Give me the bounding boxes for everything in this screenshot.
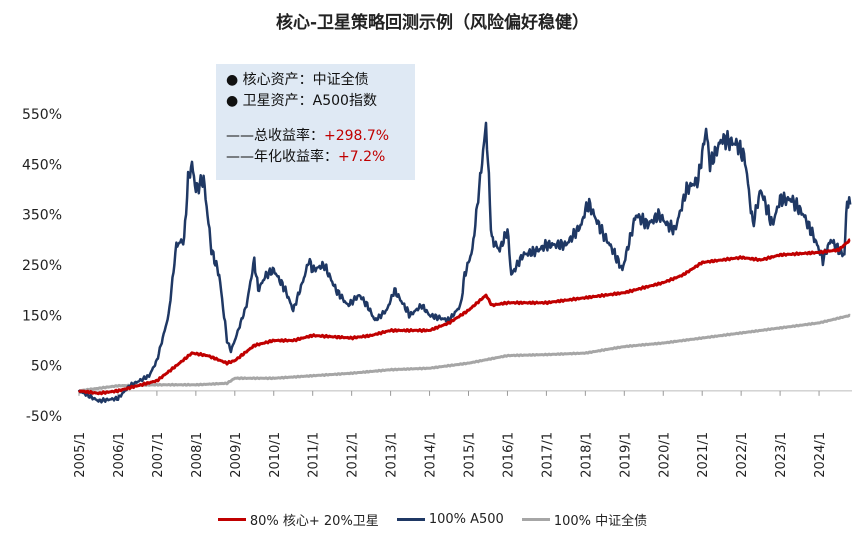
series-line-portfolio	[77, 238, 851, 396]
x-tick-label: 2006/1	[112, 432, 127, 478]
chart-title: 核心-卫星策略回测示例（风险偏好稳健）	[275, 13, 590, 33]
y-tick-label: 50%	[31, 359, 62, 375]
x-tick-label: 2009/1	[229, 432, 244, 478]
legend-label: 100% 中证全债	[553, 514, 648, 529]
legend-item-portfolio: 80% 核心+ 20%卫星	[217, 510, 379, 529]
core-asset-note: ● 核心资产：中证全债	[226, 72, 369, 88]
legend-label: 80% 核心+ 20%卫星	[249, 514, 379, 529]
x-tick-label: 2014/1	[424, 432, 439, 478]
x-tick-label: 2023/1	[774, 432, 789, 478]
x-tick-label: 2024/1	[813, 432, 828, 478]
legend-item-a500: 100% A500	[396, 510, 504, 529]
x-tick-label: 2005/1	[73, 432, 88, 478]
x-tick-label: 2008/1	[190, 432, 205, 478]
x-tick-label: 2010/1	[268, 432, 283, 478]
x-tick-label: 2016/1	[501, 432, 516, 478]
total-return-value: +298.7%	[324, 128, 390, 144]
info-box: ● 核心资产：中证全债 ● 卫星资产：A500指数 ——总收益率：+298.7%…	[216, 64, 415, 180]
x-tick-label: 2013/1	[385, 432, 400, 478]
y-tick-label: 450%	[22, 157, 62, 173]
legend-swatch	[521, 518, 550, 521]
x-tick-label: 2019/1	[618, 432, 633, 478]
legend-item-bond: 100% 中证全债	[521, 510, 648, 529]
x-tick-label: 2017/1	[540, 432, 555, 478]
x-tick-label: 2022/1	[735, 432, 750, 478]
total-return-label: ——总收益率：	[226, 128, 324, 144]
series-line-a500	[77, 121, 852, 404]
x-tick-label: 2020/1	[657, 432, 672, 478]
legend-swatch	[217, 518, 246, 521]
y-tick-label: 550%	[22, 107, 62, 123]
legend-label: 100% A500	[428, 512, 504, 527]
y-tick-label: -50%	[26, 409, 62, 425]
x-tick-label: 2021/1	[696, 432, 711, 478]
legend: 80% 核心+ 20%卫星 100% A500 100% 中证全债	[0, 510, 865, 529]
x-tick-label: 2012/1	[346, 432, 361, 478]
satellite-asset-note: ● 卫星资产：A500指数	[226, 93, 377, 109]
x-tick-label: 2011/1	[307, 432, 322, 478]
legend-swatch	[396, 518, 425, 521]
y-tick-label: 150%	[22, 308, 62, 324]
y-tick-label: 250%	[22, 258, 62, 274]
annual-return-value: +7.2%	[338, 149, 386, 165]
series-line-bond	[78, 313, 851, 393]
x-tick-label: 2007/1	[151, 432, 166, 478]
y-tick-label: 350%	[22, 208, 62, 224]
annual-return-label: ——年化收益率：	[226, 149, 338, 165]
x-tick-label: 2015/1	[463, 432, 478, 478]
x-tick-label: 2018/1	[579, 432, 594, 478]
